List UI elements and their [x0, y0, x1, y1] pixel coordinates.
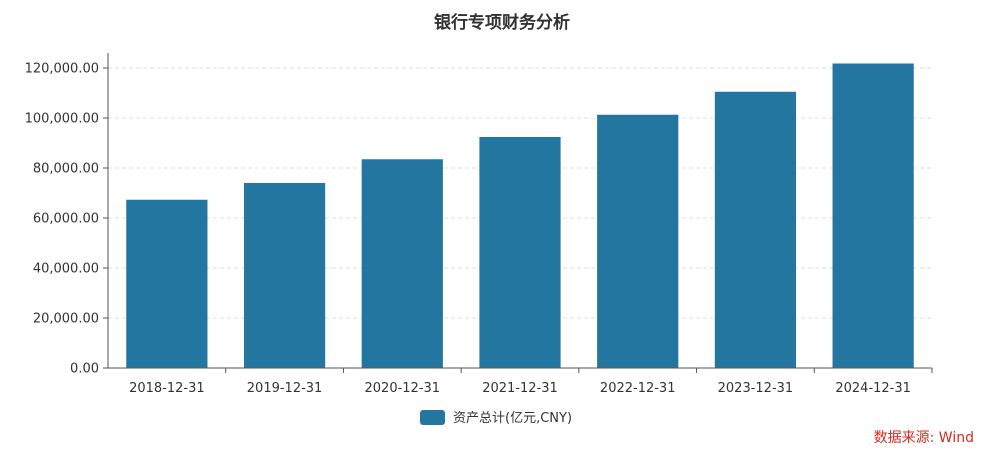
y-tick-label: 120,000.00 — [25, 62, 99, 77]
y-tick-label: 80,000.00 — [33, 162, 99, 177]
y-tick-label: 0.00 — [70, 362, 99, 377]
bar[interactable] — [832, 63, 914, 369]
x-tick-label: 2018-12-31 — [129, 381, 205, 396]
y-tick-label: 60,000.00 — [33, 212, 99, 227]
x-tick-label: 2023-12-31 — [718, 381, 794, 396]
bar[interactable] — [243, 183, 326, 368]
legend[interactable]: 资产总计(亿元,CNY) — [420, 410, 572, 426]
bar[interactable] — [126, 199, 208, 368]
source-label: 数据来源: Wind — [874, 430, 974, 446]
bar[interactable] — [597, 114, 679, 368]
y-tick-label: 20,000.00 — [33, 312, 99, 327]
bar[interactable] — [714, 91, 797, 368]
y-tick-label: 40,000.00 — [33, 262, 99, 277]
bar[interactable] — [479, 137, 561, 368]
x-tick-label: 2019-12-31 — [247, 381, 323, 396]
legend-label: 资产总计(亿元,CNY) — [453, 411, 572, 426]
y-axis-ticks: 0.00 20,000.00 40,000.00 60,000.00 80,000.00… — [25, 62, 108, 377]
x-tick-label: 2020-12-31 — [365, 381, 441, 396]
legend-swatch — [420, 410, 445, 425]
x-tick-label: 2022-12-31 — [600, 381, 676, 396]
bar[interactable] — [361, 159, 443, 368]
x-axis-ticks: 2018-12-31 2019-12-31 2020-12-31 2021-12-31… — [129, 368, 933, 396]
x-tick-label: 2024-12-31 — [835, 381, 911, 396]
x-tick-label: 2021-12-31 — [482, 381, 558, 396]
chart-title: 银行专项财务分析 — [434, 12, 570, 33]
y-tick-label: 100,000.00 — [25, 112, 99, 127]
bar-series — [126, 63, 914, 369]
